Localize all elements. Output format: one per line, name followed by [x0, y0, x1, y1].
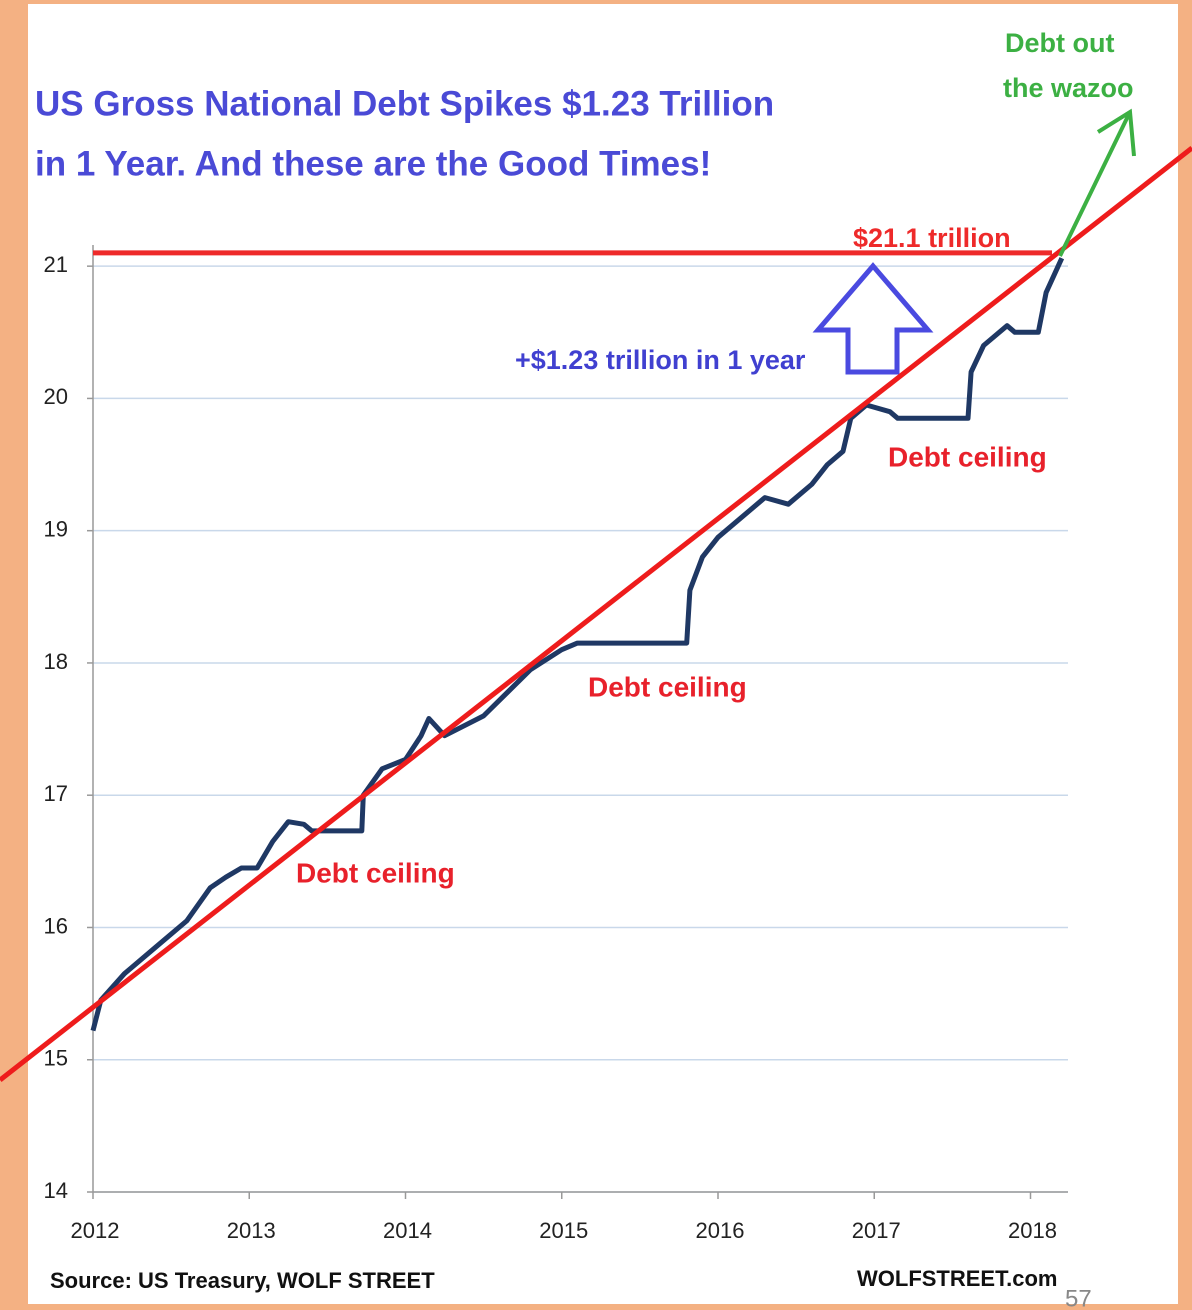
y-tick-label: 20 — [44, 384, 68, 409]
annotation: Debt out — [1005, 28, 1114, 58]
annotation: +$1.23 trillion in 1 year — [515, 345, 806, 375]
y-tick-label: 21 — [44, 252, 68, 277]
arrow-head — [1096, 108, 1136, 157]
x-tick-label: 2018 — [1008, 1218, 1057, 1243]
page-number: 57 — [1065, 1285, 1092, 1310]
x-tick-label: 2016 — [696, 1218, 745, 1243]
annotation: Debt ceiling — [296, 857, 455, 888]
x-tick-label: 2017 — [852, 1218, 901, 1243]
y-tick-label: 19 — [44, 516, 68, 541]
annotation: Debt ceiling — [588, 671, 747, 702]
x-tick-label: 2015 — [539, 1218, 588, 1243]
y-tick-label: 16 — [44, 913, 68, 938]
source: Source: US Treasury, WOLF STREET — [50, 1268, 435, 1293]
chart-title: US Gross National Debt Spikes $1.23 Tril… — [35, 84, 774, 123]
x-tick-label: 2014 — [383, 1218, 432, 1243]
annotation: the wazoo — [1003, 73, 1134, 103]
plot: 14 15 16 17 18 19 20 21 2012 2013 2014 2015 2016 2017… — [44, 223, 1068, 1243]
x-tick-label: 2012 — [71, 1218, 120, 1243]
credit: WOLFSTREET.com — [857, 1266, 1057, 1291]
trend-line — [0, 146, 1192, 1082]
annotation: Debt ceiling — [888, 441, 1047, 472]
chart-title: in 1 Year. And these are the Good Times! — [35, 144, 711, 183]
y-tick-label: 15 — [44, 1046, 68, 1071]
arrow-shaft — [1058, 113, 1131, 257]
up-arrow — [812, 262, 934, 375]
panel — [28, 4, 1178, 1304]
debt-line — [90, 257, 1065, 1032]
x-tick-label: 2013 — [227, 1218, 276, 1243]
y-tick-label: 17 — [44, 781, 68, 806]
y-tick-label: 18 — [44, 649, 68, 674]
reference-label: $21.1 trillion — [853, 223, 1011, 253]
y-tick-label: 14 — [44, 1178, 68, 1203]
green-arrow — [1058, 108, 1136, 257]
